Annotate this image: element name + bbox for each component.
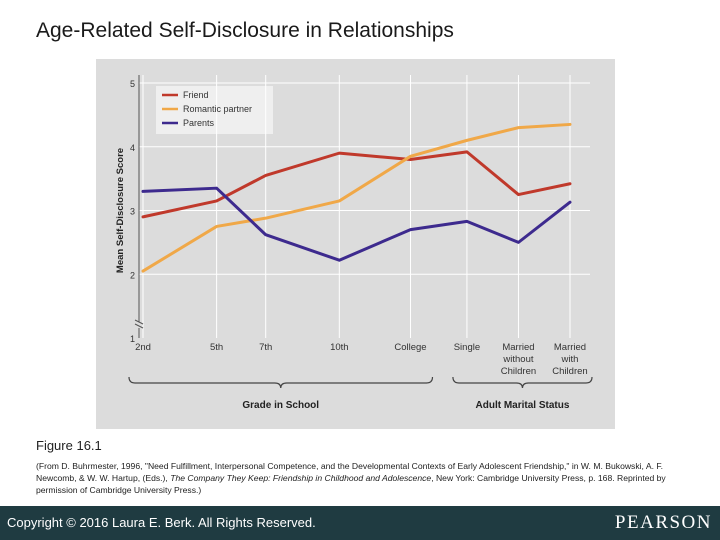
series-layer (141, 122, 572, 273)
y-tick-label-2: 2 (130, 270, 135, 280)
figure-caption: (From D. Buhrmester, 1996, "Need Fulfill… (36, 460, 696, 496)
caption-text-1: (From D. Buhrmester, 1996, "Need Fulfill… (36, 461, 664, 483)
group-label-adult-marital-status: Adult Marital Status (476, 400, 570, 411)
x-tick-label-single: Single (454, 342, 480, 353)
series-line-romantic-partner (141, 122, 572, 273)
legend-label-parents: Parents (183, 118, 215, 128)
y-tick-label-3: 3 (130, 207, 135, 217)
legend-label-friend: Friend (183, 90, 209, 100)
axis-break-marker (134, 319, 144, 329)
y-tick-label-4: 4 (130, 143, 135, 153)
group-brace-adult-marital-status (452, 376, 593, 389)
x-axis-layer: 2nd 5th 7th 10th College Single Married without… (128, 342, 593, 411)
legend-layer: Friend Romantic partner Parents (156, 86, 273, 134)
x-tick-label-10th: 10th (330, 342, 349, 353)
x-tick-label-2nd: 2nd (135, 342, 151, 353)
x-tick-label-5th: 5th (210, 342, 223, 353)
group-brace-grade-in-school (128, 376, 434, 389)
caption-book-title: The Company They Keep: Friendship in Chi… (170, 473, 432, 483)
chart-svg: 1 2 3 4 5 Mean Self-Disclosure Score Friend Ro… (115, 75, 593, 411)
slide-title: Age-Related Self-Disclosure in Relations… (36, 19, 454, 42)
x-tick-label-married-without-children: Married without Children (501, 342, 536, 377)
figure-label: Figure 16.1 (36, 438, 102, 453)
series-line-parents (141, 186, 572, 262)
series-line-friend (141, 150, 572, 219)
x-tick-label-married-with-children: Married with Children (552, 342, 587, 377)
pearson-logo: PEARSON (614, 512, 712, 533)
y-tick-label-5: 5 (130, 79, 135, 89)
y-tick-label-1: 1 (130, 334, 135, 344)
caption-text-2: , New York: Cambridge University Press, … (36, 473, 666, 495)
legend-label-romantic-partner: Romantic partner (183, 104, 252, 114)
y-axis-label: Mean Self-Disclosure Score (115, 148, 126, 273)
x-tick-label-college: College (394, 342, 426, 353)
line-chart: 1 2 3 4 5 Mean Self-Disclosure Score Friend Ro… (96, 59, 615, 429)
axis-layer: 1 2 3 4 5 Mean Self-Disclosure Score (115, 75, 144, 344)
footer-bar: Copyright © 2016 Laura E. Berk. All Righ… (0, 506, 720, 540)
copyright-text: Copyright © 2016 Laura E. Berk. All Righ… (7, 515, 316, 530)
x-tick-label-7th: 7th (259, 342, 272, 353)
group-label-grade-in-school: Grade in School (242, 400, 319, 411)
